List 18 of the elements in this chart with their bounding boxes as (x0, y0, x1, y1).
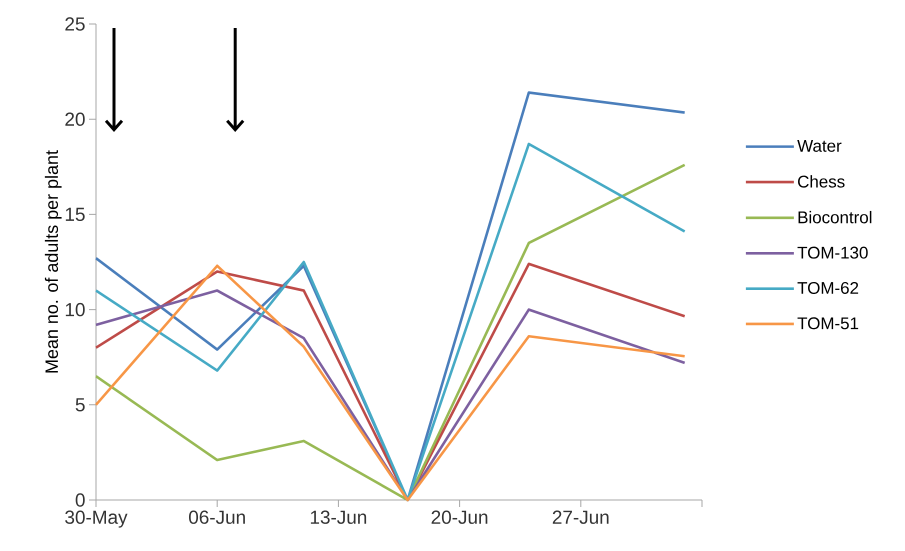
legend-label: Chess (798, 175, 845, 188)
x-tick-label: 20-Jun (432, 510, 488, 524)
y-axis-title: Mean no. of adults per plant (44, 150, 62, 373)
y-tick-label: 20 (65, 112, 85, 126)
x-tick-label: 27-Jun (552, 510, 609, 524)
y-tick-label: 25 (65, 17, 85, 31)
legend-label: TOM-51 (798, 317, 858, 330)
legend-label: Biocontrol (798, 210, 872, 224)
y-tick-label: 0 (76, 493, 85, 507)
legend-label: TOM-62 (798, 282, 858, 294)
x-tick-label: 13-Jun (310, 510, 366, 524)
x-tick-label: 06-Jun (188, 510, 245, 524)
y-tick-label: 5 (76, 398, 85, 412)
y-tick-label: 10 (66, 302, 85, 316)
legend-label: Water (797, 140, 842, 152)
x-tick-label: 30-May (65, 510, 128, 528)
y-tick-label: 15 (66, 208, 85, 222)
legend-label: TOM-130 (798, 246, 868, 259)
